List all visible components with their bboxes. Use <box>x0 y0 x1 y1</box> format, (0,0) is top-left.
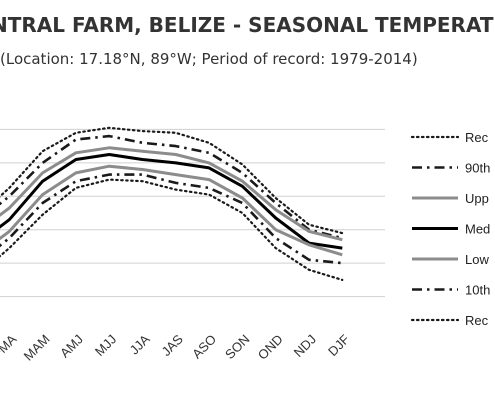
legend-label: Low <box>465 252 489 267</box>
x-tick-label: SON <box>222 332 253 363</box>
chart-title: NTRAL FARM, BELIZE - SEASONAL TEMPERATU <box>0 13 495 37</box>
x-axis-ticks: MFMAMAMAMJMJJJJAJASASOSONONDNDJDJF <box>0 331 352 363</box>
series-line <box>0 178 344 281</box>
chart-subtitle: (Location: 17.18°N, 89°W; Period of reco… <box>0 50 418 68</box>
x-tick-label: MAM <box>21 332 53 364</box>
legend: Rec 90th Upp Med Low 10th Rec <box>410 130 490 328</box>
legend-label: Rec <box>465 130 489 145</box>
series-line <box>0 164 343 257</box>
series-line <box>0 153 343 250</box>
series-line <box>0 173 343 265</box>
legend-label: 10th <box>465 283 490 298</box>
x-tick-label: JAS <box>158 331 186 359</box>
x-tick-label: AMJ <box>57 332 86 361</box>
x-tick-label: OND <box>255 332 286 363</box>
x-tick-label: NDJ <box>291 332 319 360</box>
legend-label: 90th <box>465 161 490 176</box>
x-tick-label: ASO <box>189 332 219 362</box>
legend-label: Rec <box>465 313 489 328</box>
x-tick-label: JJA <box>127 331 153 357</box>
legend-label: Upp <box>465 191 489 206</box>
x-tick-label: MJJ <box>92 332 119 359</box>
x-tick-label: DJF <box>325 331 352 358</box>
series-lines <box>0 126 344 281</box>
series-line <box>0 126 344 235</box>
gridlines <box>0 128 385 298</box>
series-line <box>0 134 343 240</box>
legend-label: Med <box>465 222 490 237</box>
x-tick-label: FMA <box>0 331 20 361</box>
series-line <box>0 146 343 242</box>
